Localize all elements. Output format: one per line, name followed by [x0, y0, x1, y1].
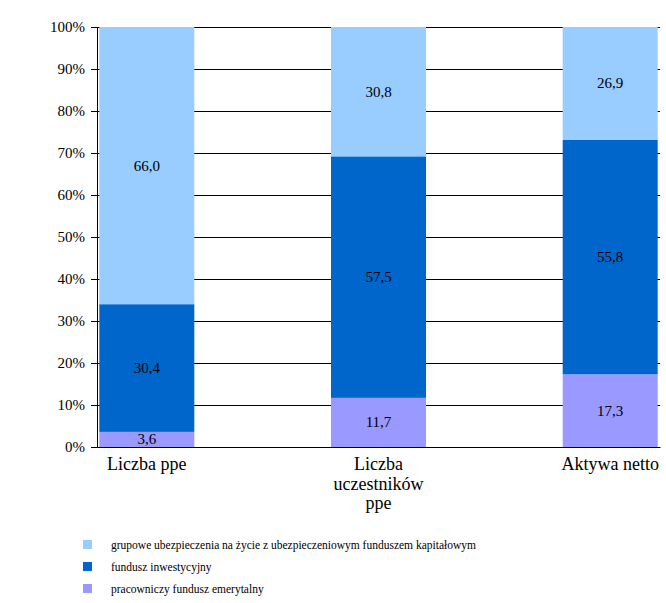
legend-swatch [83, 540, 92, 549]
tick-label: 0% [65, 439, 85, 455]
grid [97, 27, 660, 447]
category-label: Liczba ppe [107, 454, 186, 474]
tick: 30% [58, 313, 98, 329]
tick-label: 70% [58, 145, 86, 161]
bar-segment [99, 304, 194, 432]
tick-mark [91, 153, 97, 154]
tick-label: 80% [58, 103, 86, 119]
tick-label: 50% [58, 229, 86, 245]
axis-line [98, 447, 661, 448]
x-axis: Liczba ppe Liczbauczestnikówppe Aktywa net… [98, 447, 661, 513]
tick: Liczbauczestnikówppe [334, 447, 424, 513]
tick: 40% [58, 271, 98, 287]
bar-segment [563, 140, 658, 374]
tick-label: 40% [58, 271, 86, 287]
legend-label: fundusz inwestycyjny [111, 561, 212, 574]
axis-line [91, 28, 98, 448]
tick: 100% [50, 19, 97, 35]
tick: 90% [58, 61, 98, 77]
data-labels: 3,6 11,7 17,3 30,4 57,5 55,8 66,0 30,8 26,9 [134, 75, 624, 447]
y-axis: 0% 10% 20% 30% 40% 50% 60% 70% 80% 90% 100% [50, 19, 98, 455]
legend-label: pracowniczy fundusz emerytalny [111, 583, 264, 596]
legend-label: grupowe ubezpieczenia na życie z ubezpie… [111, 539, 476, 552]
data-label: 26,9 [597, 75, 623, 91]
tick: Aktywa netto [561, 447, 658, 474]
bar-segment [331, 156, 426, 397]
tick-label: 20% [58, 355, 86, 371]
tick: 60% [58, 187, 98, 203]
bars [99, 27, 657, 447]
bar-segment [99, 27, 194, 304]
category-label: Liczbauczestnikówppe [334, 454, 424, 514]
legend-swatch [83, 562, 92, 571]
category-label: Aktywa netto [561, 454, 658, 474]
bar-segment [99, 432, 194, 447]
tick-label: 60% [58, 187, 86, 203]
bar-segment [331, 398, 426, 447]
tick: Liczba ppe [107, 447, 186, 474]
tick-mark [91, 321, 97, 322]
tick: 0% [65, 439, 97, 455]
tick-mark [91, 447, 97, 448]
data-label: 3,6 [137, 431, 156, 447]
tick: 80% [58, 103, 98, 119]
tick: 10% [58, 397, 98, 413]
tick-label: 100% [50, 19, 85, 35]
tick: 50% [58, 229, 98, 245]
data-label: 17,3 [597, 403, 623, 419]
tick-label: 30% [58, 313, 86, 329]
data-label: 11,7 [366, 414, 392, 430]
bar-segment [331, 27, 426, 156]
tick-mark [91, 69, 97, 70]
tick-label: 10% [58, 397, 86, 413]
tick-mark [91, 363, 97, 364]
bar-segment [563, 374, 658, 447]
data-label: 57,5 [365, 269, 391, 285]
data-label: 66,0 [134, 158, 160, 174]
legend-swatch [83, 584, 92, 593]
data-label: 55,8 [597, 249, 623, 265]
legend: grupowe ubezpieczenia na życie z ubezpie… [83, 539, 476, 596]
tick-mark [91, 195, 97, 196]
tick: 20% [58, 355, 98, 371]
chart: 3,6 11,7 17,3 30,4 57,5 55,8 66,0 30,8 26,9 0% 10%… [0, 0, 666, 603]
bar-segment [563, 27, 658, 140]
data-label: 30,8 [365, 84, 391, 100]
tick-label: 90% [58, 61, 86, 77]
tick-mark [91, 237, 97, 238]
data-label: 30,4 [134, 360, 161, 376]
tick-mark [91, 405, 97, 406]
tick: 70% [58, 145, 98, 161]
tick-mark [91, 111, 97, 112]
tick-mark [91, 279, 97, 280]
tick-mark [91, 27, 97, 28]
